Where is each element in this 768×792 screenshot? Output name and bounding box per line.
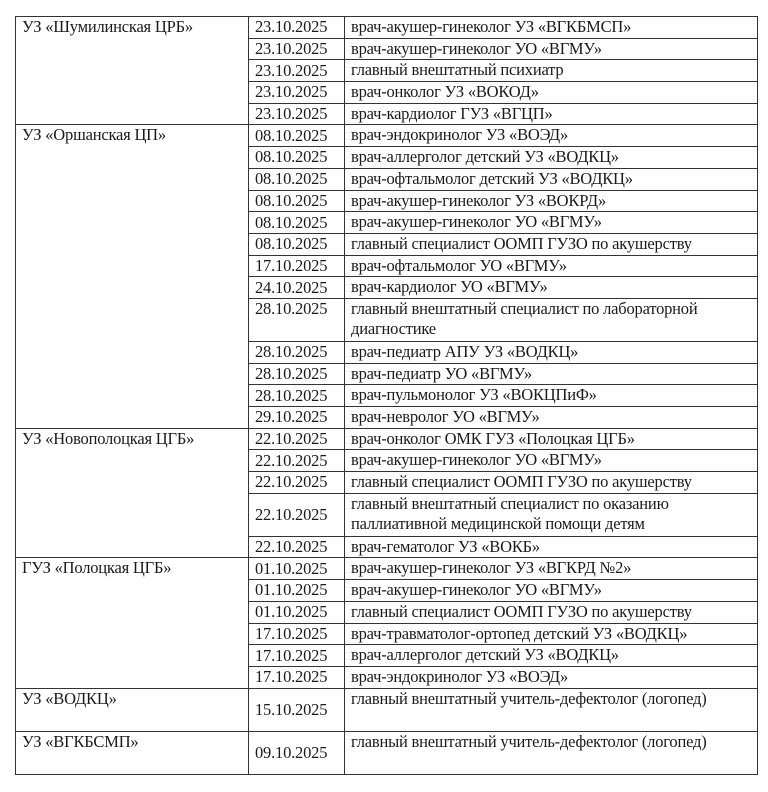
specialist-cell: врач-невролог УО «ВГМУ» [344,406,758,429]
table-row: ГУЗ «Полоцкая ЦГБ» 01.10.2025 врач-акушер-… [15,557,758,689]
date-cell: 22.10.2025 [248,427,345,451]
specialist-cell: врач-акушер-гинеколог УЗ «ВОКРД» [344,189,758,213]
date-cell: 22.10.2025 [248,471,345,494]
table-row: 01.10.2025 врач-акушер-гинеколог УО «ВГМУ… [16,579,758,602]
specialist-cell: врач-аллерголог детский УЗ «ВОДКЦ» [344,644,758,667]
table-row: 24.10.2025 врач-кардиолог УО «ВГМУ» [16,276,758,299]
organization-cell: ГУЗ «Полоцкая ЦГБ» [15,557,249,689]
specialist-cell: врач-онколог УЗ «ВОКОД» [344,81,758,104]
specialist-cell: главный внештатный психиатр [344,59,758,83]
date-cell: 01.10.2025 [248,600,345,624]
specialist-cell: врач-травматолог-ортопед детский УЗ «ВОД… [344,622,758,646]
specialist-cell: главный специалист ООМП ГУЗО по акушерст… [344,600,758,624]
date-cell: 23.10.2025 [248,59,345,83]
specialist-cell: главный специалист ООМП ГУЗО по акушерст… [344,471,758,494]
table-row: 23.10.2025 врач-онколог УЗ «ВОКОД» [16,81,758,104]
specialist-cell: врач-гематолог УЗ «ВОКБ» [344,535,758,559]
table-row: УЗ «Шумилинская ЦРБ» 23.10.2025 врач-акуше… [15,15,758,126]
date-cell: 22.10.2025 [248,535,345,559]
organization-cell: УЗ «Оршанская ЦП» [15,124,249,429]
specialist-cell: главный внештатный учитель-дефектолог (л… [344,730,758,775]
specialist-cell: врач-кардиолог ГУЗ «ВГЦП» [344,102,758,126]
specialist-cell: врач-акушер-гинеколог УО «ВГМУ» [344,449,758,473]
date-cell: 08.10.2025 [248,189,345,213]
date-cell: 17.10.2025 [248,622,345,646]
table-row: 28.10.2025 главный внештатный специалист … [16,297,758,342]
specialist-cell: врач-акушер-гинеколог УО «ВГМУ» [344,37,758,61]
organization-cell: УЗ «Новополоцкая ЦГБ» [15,427,249,559]
table-row: 17.10.2025 врач-эндокринолог УЗ «ВОЭД» [16,665,758,689]
date-cell: 01.10.2025 [248,557,345,581]
table-row: 29.10.2025 врач-невролог УО «ВГМУ» [16,406,758,429]
specialist-cell: врач-аллерголог детский УЗ «ВОДКЦ» [344,146,758,169]
specialist-cell: врач-офтальмолог детский УЗ «ВОДКЦ» [344,167,758,191]
specialist-cell: врач-кардиолог УО «ВГМУ» [344,276,758,299]
table-row: УЗ «ВОДКЦ» 15.10.2025 главный внештатный у… [15,687,758,732]
specialist-cell: главный специалист ООМП ГУЗО по акушерст… [344,232,758,256]
table-row: УЗ «Новополоцкая ЦГБ» 22.10.2025 врач-онко… [15,427,758,559]
date-cell: 29.10.2025 [248,406,345,429]
table-row: 23.10.2025 главный внештатный психиатр [16,59,758,83]
date-cell: 22.10.2025 [248,449,345,473]
organization-cell: УЗ «ВОДКЦ» [15,687,249,732]
specialist-cell: врач-акушер-гинеколог УЗ «ВГКРД №2» [344,557,758,581]
date-cell: 15.10.2025 [248,687,345,732]
specialist-cell: врач-акушер-гинеколог УЗ «ВГКБМСП» [344,16,758,39]
organization-cell: УЗ «Шумилинская ЦРБ» [15,15,249,126]
specialist-cell: главный внештатный учитель-дефектолог (л… [344,687,758,732]
date-cell: 28.10.2025 [248,297,345,342]
specialist-cell: врач-педиатр АПУ УЗ «ВОДКЦ» [344,340,758,364]
table-row: 22.10.2025 главный внештатный специалист … [16,492,758,537]
specialist-cell: врач-пульмонолог УЗ «ВОКЦПиФ» [344,384,758,407]
date-cell: 08.10.2025 [248,146,345,169]
date-cell: 08.10.2025 [248,211,345,234]
date-cell: 17.10.2025 [248,644,345,667]
specialist-cell: врач-акушер-гинеколог УО «ВГМУ» [344,211,758,234]
table-row: 17.10.2025 врач-аллерголог детский УЗ «ВО… [16,644,758,667]
date-cell: 28.10.2025 [248,340,345,364]
date-cell: 17.10.2025 [248,254,345,278]
date-cell: 23.10.2025 [248,102,345,126]
table-row: УЗ «Оршанская ЦП» 08.10.2025 врач-эндокрин… [15,124,758,429]
date-cell: 01.10.2025 [248,579,345,602]
date-cell: 17.10.2025 [248,665,345,689]
table-row: 08.10.2025 врач-акушер-гинеколог УЗ «ВОКР… [16,189,758,213]
date-cell: 09.10.2025 [248,730,345,775]
table-row: 08.10.2025 врач-акушер-гинеколог УО «ВГМУ… [16,211,758,234]
date-cell: 23.10.2025 [248,81,345,104]
table-row: 01.10.2025 главный специалист ООМП ГУЗО п… [16,600,758,624]
date-cell: 08.10.2025 [248,167,345,191]
date-cell: 23.10.2025 [248,16,345,39]
table-row: 22.10.2025 врач-гематолог УЗ «ВОКБ» [16,535,758,559]
table-row: 28.10.2025 врач-педиатр УО «ВГМУ» [16,362,758,386]
specialist-cell: врач-акушер-гинеколог УО «ВГМУ» [344,579,758,602]
date-cell: 08.10.2025 [248,232,345,256]
table-row: 08.10.2025 врач-офтальмолог детский УЗ «В… [16,167,758,191]
schedule-table: УЗ «Шумилинская ЦРБ» 23.10.2025 врач-акуше… [15,15,758,775]
date-cell: 22.10.2025 [248,492,345,537]
table-row: 08.10.2025 главный специалист ООМП ГУЗО п… [16,232,758,256]
table-row: 17.10.2025 врач-офтальмолог УО «ВГМУ» [16,254,758,278]
date-cell: 08.10.2025 [248,124,345,148]
table-row: УЗ «ВГКБСМП» 09.10.2025 главный внештатный… [15,730,758,775]
date-cell: 28.10.2025 [248,384,345,407]
date-cell: 24.10.2025 [248,276,345,299]
table-row: 08.10.2025 врач-аллерголог детский УЗ «ВО… [16,146,758,169]
schedule-table-body: УЗ «Шумилинская ЦРБ» 23.10.2025 врач-акуше… [15,15,758,775]
table-row: 28.10.2025 врач-педиатр АПУ УЗ «ВОДКЦ» [16,340,758,364]
date-cell: 23.10.2025 [248,37,345,61]
specialist-cell: врач-онколог ОМК ГУЗ «Полоцкая ЦГБ» [344,427,758,451]
specialist-cell: главный внештатный специалист по оказани… [344,492,758,537]
specialist-cell: врач-педиатр УО «ВГМУ» [344,362,758,386]
specialist-cell: врач-эндокринолог УЗ «ВОЭД» [344,665,758,689]
date-cell: 28.10.2025 [248,362,345,386]
table-row: 22.10.2025 врач-акушер-гинеколог УО «ВГМУ… [16,449,758,473]
organization-cell: УЗ «ВГКБСМП» [15,730,249,775]
specialist-cell: врач-эндокринолог УЗ «ВОЭД» [344,124,758,148]
specialist-cell: главный внештатный специалист по лаборат… [344,297,758,342]
specialist-cell: врач-офтальмолог УО «ВГМУ» [344,254,758,278]
